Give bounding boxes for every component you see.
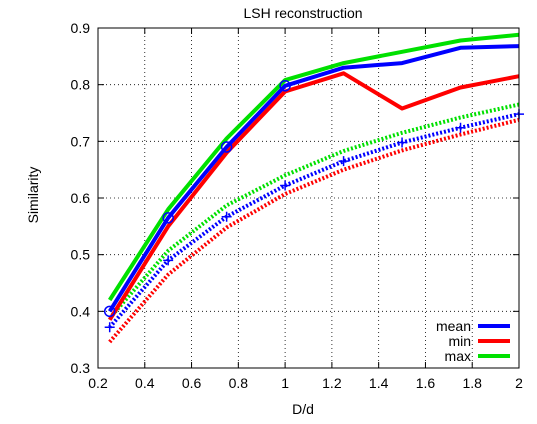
x-tick-label: 1.2 [322,375,342,391]
max-series-line [108,32,520,302]
legend-label-max: max [445,348,471,364]
plus-marker [397,137,408,148]
x-tick-label: 0.4 [135,375,155,391]
x-tick-label: 1.4 [369,375,389,391]
plus-marker [280,180,291,191]
x-axis-label: D/d [292,401,314,417]
y-tick-label: 0.3 [71,360,91,376]
x-tick-label: 1.6 [416,375,436,391]
plus-marker [455,122,466,133]
x-tick-label: 0.6 [182,375,202,391]
mean-series-line [108,44,520,313]
y-tick-label: 0.8 [71,77,91,93]
legend-label-min: min [448,333,471,349]
circle-marker [103,305,116,318]
y-tick-label: 0.6 [71,190,91,206]
y-tick-label: 0.7 [71,133,91,149]
y-axis-label: Similarity [25,167,41,224]
x-tick-label: 1 [281,375,289,391]
x-tick-label: 2 [515,375,523,391]
min-series-line [108,71,520,321]
x-tick-label: 0.2 [88,375,108,391]
legend-label-mean: mean [436,318,471,334]
series-layer [108,32,520,344]
circle-marker [220,141,233,153]
plus-marker [221,211,232,222]
circle-marker [279,80,291,92]
circle-marker [162,212,174,224]
x-tick-label: 1.8 [462,375,482,391]
dotted-4-series-line [108,117,520,344]
plus-marker [163,255,174,266]
chart-title: LSH reconstruction [243,5,362,21]
plus-marker [104,322,115,333]
ticks: 0.2 0.4 0.6 0.8 1 1.2 1.4 1.6 1.8 2 0.3 0.4 0.5 0.6 0.… [71,20,524,391]
dotted-3-series-line [108,112,520,329]
y-tick-label: 0.9 [71,20,91,36]
marker-layer [103,80,524,333]
x-tick-label: 0.8 [229,375,249,391]
y-tick-label: 0.4 [71,303,91,319]
y-tick-label: 0.5 [71,247,91,263]
dotted-5-series-line [108,102,520,320]
plus-marker [338,156,349,167]
